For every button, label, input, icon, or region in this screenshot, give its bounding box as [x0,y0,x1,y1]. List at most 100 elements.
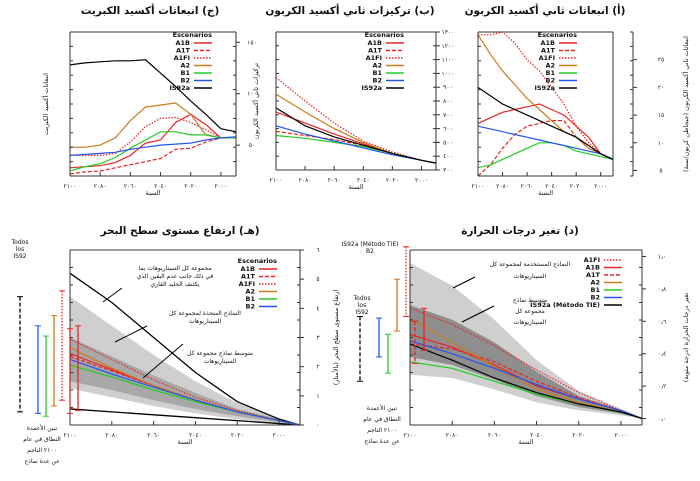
uncertainty-band-inner [410,305,642,419]
legend-item: A1FI [584,256,622,264]
legend-item: A1B [367,39,404,47]
series-line-A1FI [275,77,437,164]
x-tick-label: ٢٠٦٠ [521,183,534,190]
legend-item: A2 [245,288,277,296]
annotation-text: متوسط نماذج مجموعة كل [187,350,253,357]
annotation-text: مجموعة كل [515,308,545,315]
legend-label: A1T [368,47,383,55]
x-tick-label: ٢١٠٠ [64,183,77,190]
legend-title: Escenarios [365,31,404,39]
annotation-text: السيناريوهات [204,358,237,365]
x-tick-label: ٢٠٦٠ [328,177,341,184]
bars-header: IS92 [13,253,26,260]
legend-title: Escenarios [538,31,577,39]
y-tick-label: ٤٠٠ [443,153,453,160]
x-tick-label: ٢٠٤٠ [154,183,167,190]
x-tick-label: ٢٠٢٠ [386,177,399,184]
annotation-text: النماذج المستخدمة لمجموعة كل [490,261,571,268]
x-tick-label: ٢٠٨٠ [496,183,509,190]
y-tick-label: ٤ [316,305,319,312]
legend-item: A2 [590,279,622,287]
annotation-text: يكتنف الجليد القاري [151,281,200,288]
legend-label: IS92a [534,84,555,92]
legend-label: A1T [541,47,556,55]
legend-label: IS92a [169,84,190,92]
envelope-upper-line [69,272,301,426]
legend-item: B1 [373,69,404,77]
y-tick-label: ١١٠٠ [442,57,455,64]
y-tick-label: ٣ [316,335,320,342]
annotation-arrow [102,287,123,303]
x-tick-label: ٢٠٤٠ [357,177,370,184]
legend-label: A2 [372,62,382,70]
bars-header: Todos [353,295,371,302]
legend-label: B2 [373,77,382,85]
y-axis-label: تركيزات ثاني أكسيد الكربون [251,63,260,139]
legend-label: A1T [586,271,601,279]
legend-label: IS92a [361,84,382,92]
chart-sealevel: (هـ) ارتفاع مستوى سطح البحر ٢١٠٠ ٢٠٨٠ ٢٠٦٠ ٢… [11,225,340,465]
x-tick-label: ٢٠٠٠ [614,432,627,439]
legend-label: A1FI [239,280,255,288]
x-tick-label: ٢٠٦٠ [124,183,137,190]
series-line-B2 [477,125,614,160]
x-tick-label: ٢٠٨٠ [299,177,312,184]
x-tick-label: ٢٠٠٠ [415,177,428,184]
annotation-text: السيناريوهات [514,273,547,280]
legend-item: B1 [591,286,622,294]
legend-label: A1FI [174,54,190,62]
legend-label: A2 [545,62,555,70]
x-tick-label: ٢٠٢٠ [570,183,583,190]
y-tick-label: ٥٠٠ [443,139,453,146]
y-tick-label: ١٥٠ [247,39,257,46]
legend-label: B2 [591,294,600,302]
legend-label: IS92a (Método TIE) [530,301,600,309]
series-line-A1T [69,137,236,175]
legend-label: B1 [181,69,191,77]
legend-item: IS92a [534,84,577,92]
series-line-B1 [477,142,614,169]
x-tick-label: ٢٠٢٠ [572,432,585,439]
bars-caption: ٢١٠٠ الناجم [367,427,397,434]
x-tick-label: ٢٠٠٠ [214,183,227,190]
legend-item: A1B [240,265,277,273]
x-axis-label: السنة [518,438,533,446]
y-tick-label: ١٣٠٠ [442,29,455,36]
chart-co2conc: (ب) تركيزات ثاني أكسيد الكربون ٢١٠٠ ٢٠٨٠ ٢٠… [251,3,454,191]
chart-sulfur: (ج) انبعاثات أكسيد الكبريت ٢١٠٠ ٢٠٨٠ ٢٠٦٠ ٢٠… [41,3,257,197]
legend-item: A1FI [174,54,212,62]
legend-label: A1FI [584,256,600,264]
y-tick-label: ٠٫٠ [658,416,666,423]
legend-item: B2 [181,77,212,85]
x-tick-label: ٢١٠٠ [64,432,77,439]
legend-label: A1B [540,39,555,47]
legend-label: B1 [546,69,556,77]
x-axis-label: السنة [538,189,553,197]
legend-item: A1T [586,271,622,279]
series-line-B1 [69,131,236,172]
x-axis-label: السنة [177,438,192,446]
x-tick-label: ٢٠٠٠ [273,432,286,439]
chart-title: (ب) تركيزات ثاني أكسيد الكربون [265,3,434,17]
series-line-A2 [275,93,437,164]
legend-label: B2 [181,77,190,85]
legend-label: B2 [546,77,555,85]
x-tick-label: ٢٠٤٠ [189,432,202,439]
legend-item: A1B [540,39,577,47]
annotation-text: السيناريوهات [514,319,547,326]
annotation-text: في ذلك جانب عدم اليقين الذي [137,273,214,280]
chart-title: (أ) انبعاثات ثاني أكسيد الكربون [465,3,626,17]
y-axis-label: انبعاثات ثاني أكسيد الكربون (جيجاطن كربو… [681,36,690,172]
bars-header: IS92 [355,309,368,316]
annotation-arrow [461,305,495,323]
y-tick-label: ١٠٠٠ [442,70,455,77]
y-tick-label: ٠٫٦ [658,318,666,325]
legend-label: B1 [373,69,383,77]
series-line-A1FI [478,31,614,160]
legend-title: Escenarios [238,257,277,265]
bars-header: Todos [11,239,29,246]
bars-header-top: B2 [366,248,374,255]
y-tick-label: ٨٠٠ [443,98,453,105]
y-tick-label: ١ [316,393,319,400]
